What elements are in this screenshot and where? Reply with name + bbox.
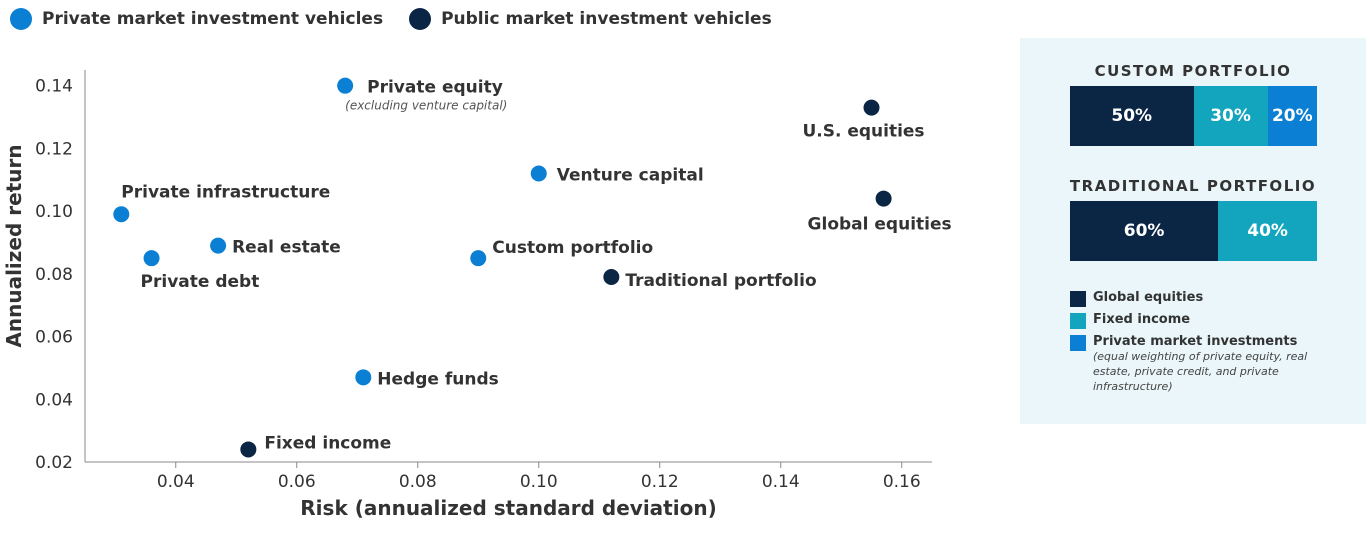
x-tick-label: 0.08	[399, 472, 437, 492]
point-private-debt	[143, 250, 160, 267]
x-tick-label: 0.04	[157, 472, 195, 492]
point-label-venture-capital: Venture capital	[557, 165, 704, 185]
scatter-chart: 0.04 0.06 0.08 0.10 0.12 0.14 0.16 0.02 0.04 0.06…	[2, 70, 952, 520]
point-global-equities	[875, 190, 892, 207]
point-private-equity	[337, 77, 354, 94]
chart-point-labels: Private equity(excluding venture capital…	[121, 78, 951, 454]
point-fixed-income	[240, 441, 257, 458]
custom-segment: 30%	[1193, 86, 1268, 146]
chart-ticks: 0.04 0.06 0.08 0.10 0.12 0.14 0.16 0.02 0.04 0.06…	[35, 77, 921, 492]
point-custom-portfolio	[470, 250, 487, 267]
chart-legend: Private market investment vehicles Publi…	[10, 6, 798, 32]
point-label-u-s-equities: U.S. equities	[802, 122, 924, 142]
x-tick-label: 0.10	[520, 472, 558, 492]
y-tick-label: 0.02	[35, 453, 73, 473]
point-sublabel-private-equity: (excluding venture capital)	[345, 99, 507, 113]
point-label-private-equity: Private equity	[367, 78, 503, 98]
y-tick-label: 0.04	[35, 390, 73, 410]
x-tick-label: 0.06	[278, 472, 316, 492]
x-tick-label: 0.12	[641, 472, 679, 492]
point-hedge-funds	[355, 369, 372, 386]
y-tick-label: 0.14	[35, 77, 73, 97]
legend-swatch-global-equities	[1070, 291, 1086, 307]
custom-portfolio-bar: 50% 30% 20%	[1070, 86, 1317, 146]
legend-dot-private	[10, 8, 32, 30]
point-label-traditional-portfolio: Traditional portfolio	[625, 271, 816, 291]
y-tick-label: 0.10	[35, 202, 73, 222]
chart-axes	[84, 70, 932, 463]
y-tick-label: 0.08	[35, 265, 73, 285]
point-traditional-portfolio	[603, 268, 620, 285]
point-u-s-equities	[863, 99, 880, 116]
legend-swatch-private-market	[1070, 335, 1086, 351]
portfolio-panel: CUSTOM PORTFOLIO 50% 30% 20% TRADITIONAL P…	[1020, 38, 1366, 424]
panel-legend-item-private-market: Private market investments	[1070, 334, 1360, 351]
point-label-fixed-income: Fixed income	[264, 433, 391, 453]
panel-legend-item-fixed-income: Fixed income	[1070, 312, 1360, 329]
custom-segment: 50%	[1070, 86, 1194, 146]
panel-legend-label: Global equities	[1093, 290, 1204, 305]
y-tick-label: 0.06	[35, 328, 73, 348]
point-label-private-infrastructure: Private infrastructure	[121, 182, 330, 202]
point-real-estate	[210, 237, 227, 254]
point-private-infrastructure	[113, 206, 130, 223]
traditional-segment: 40%	[1218, 201, 1317, 261]
x-axis-title: Risk (annualized standard deviation)	[300, 496, 716, 520]
chart-points	[113, 77, 892, 458]
custom-segment: 20%	[1267, 86, 1317, 146]
y-axis-title: Annualized return	[2, 144, 26, 347]
point-label-real-estate: Real estate	[232, 238, 341, 258]
legend-item-private: Private market investment vehicles	[10, 8, 383, 30]
point-label-global-equities: Global equities	[808, 215, 952, 235]
y-tick-label: 0.12	[35, 139, 73, 159]
x-tick-label: 0.16	[883, 472, 921, 492]
x-tick-label: 0.14	[762, 472, 800, 492]
point-label-hedge-funds: Hedge funds	[377, 369, 498, 389]
legend-dot-public	[409, 8, 432, 30]
panel-legend-item-global-equities: Global equities	[1070, 290, 1360, 307]
traditional-segment: 60%	[1070, 201, 1219, 261]
panel-legend-note: (equal weighting of private equity, real…	[1093, 350, 1308, 393]
point-label-custom-portfolio: Custom portfolio	[492, 238, 653, 258]
traditional-portfolio-title: TRADITIONAL PORTFOLIO	[1069, 177, 1317, 195]
panel-legend: Global equities Fixed income Private mar…	[1070, 290, 1360, 394]
legend-label-private: Private market investment vehicles	[42, 9, 384, 29]
legend-label-public: Public market investment vehicles	[441, 9, 772, 29]
panel-legend-label: Fixed income	[1093, 312, 1191, 327]
legend-swatch-fixed-income	[1070, 313, 1086, 329]
traditional-portfolio-bar: 60% 40%	[1070, 201, 1317, 261]
point-label-private-debt: Private debt	[141, 272, 260, 292]
legend-item-public: Public market investment vehicles	[409, 8, 772, 30]
point-venture-capital	[530, 165, 547, 182]
custom-portfolio-title: CUSTOM PORTFOLIO	[1094, 62, 1292, 80]
panel-legend-label: Private market investments	[1093, 334, 1298, 349]
